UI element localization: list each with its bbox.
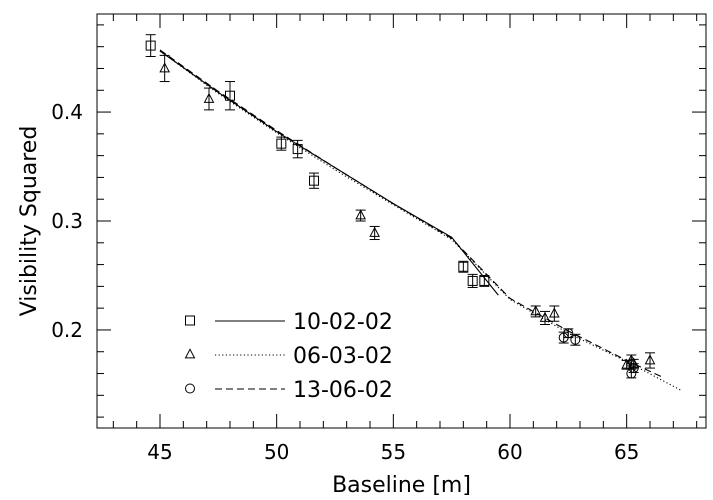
triangle-marker xyxy=(203,92,215,103)
x-tick-label: 60 xyxy=(497,440,522,464)
legend-label: 10-02-02 xyxy=(293,310,393,335)
data-point-circle xyxy=(570,333,581,346)
data-point-triangle xyxy=(159,54,170,83)
data-point-triangle xyxy=(369,225,380,241)
square-marker xyxy=(479,275,490,286)
y-tick-label: 0.4 xyxy=(51,100,83,124)
data-point-square xyxy=(467,273,478,288)
tick-labels: 45 50 55 60 65 0.2 0.3 0.4 xyxy=(51,100,639,464)
square-marker xyxy=(276,138,287,149)
circle-marker xyxy=(628,363,639,374)
model-curve-dashed xyxy=(159,49,662,378)
major-ticks xyxy=(97,14,706,428)
circle-marker xyxy=(626,368,637,379)
data-point-triangle xyxy=(549,305,560,322)
data-point-square xyxy=(458,260,469,273)
legend-circle-icon xyxy=(185,383,195,394)
circle-marker xyxy=(570,334,581,345)
triangle-marker xyxy=(539,311,551,322)
legend-label: 13-06-02 xyxy=(293,378,393,403)
data-point-square xyxy=(479,274,490,287)
minor-ticks xyxy=(97,14,706,428)
data-point-square xyxy=(225,81,235,111)
data-point-triangle xyxy=(355,209,366,222)
square-marker xyxy=(145,40,156,51)
data-point-circle xyxy=(626,368,637,379)
x-tick-label: 45 xyxy=(147,440,172,464)
y-axis-label: Visibility Squared xyxy=(17,126,42,317)
legend: 10-02-02 06-03-02 13-06-02 xyxy=(184,310,393,403)
legend-entry: 13-06-02 xyxy=(185,378,393,403)
data-point-square xyxy=(309,172,319,189)
data-point-square xyxy=(145,34,156,57)
circle-marker xyxy=(563,328,574,339)
plot-frame xyxy=(96,13,707,429)
square-marker xyxy=(309,175,319,186)
model-curves xyxy=(159,49,681,391)
data-point-triangle xyxy=(203,87,215,111)
data-point-triangle xyxy=(530,305,541,318)
legend-triangle-icon xyxy=(184,348,196,359)
data-point-triangle xyxy=(644,352,656,369)
data-point-circle xyxy=(628,363,639,374)
triangle-marker xyxy=(369,226,380,237)
data-point-triangle xyxy=(539,310,551,325)
square-marker xyxy=(467,275,478,286)
triangle-marker xyxy=(355,209,366,220)
data-points xyxy=(145,34,656,379)
y-tick-label: 0.2 xyxy=(51,318,83,342)
x-axis-label: Baseline [m] xyxy=(332,473,471,498)
legend-label: 06-03-02 xyxy=(293,344,393,369)
x-tick-label: 65 xyxy=(614,440,639,464)
legend-entry: 06-03-02 xyxy=(184,344,393,369)
triangle-marker xyxy=(530,305,541,316)
data-point-square xyxy=(276,136,287,151)
y-tick-label: 0.3 xyxy=(51,209,83,233)
x-tick-label: 50 xyxy=(264,440,289,464)
square-marker xyxy=(225,90,235,101)
triangle-marker xyxy=(159,62,170,73)
legend-square-icon xyxy=(185,315,195,326)
model-curve-dotted xyxy=(159,50,681,391)
data-point-square xyxy=(292,139,303,159)
legend-entry: 10-02-02 xyxy=(185,310,393,335)
x-tick-label: 55 xyxy=(381,440,406,464)
square-marker xyxy=(458,261,469,272)
square-marker xyxy=(292,144,303,155)
triangle-marker xyxy=(549,307,560,318)
triangle-marker xyxy=(644,354,656,365)
